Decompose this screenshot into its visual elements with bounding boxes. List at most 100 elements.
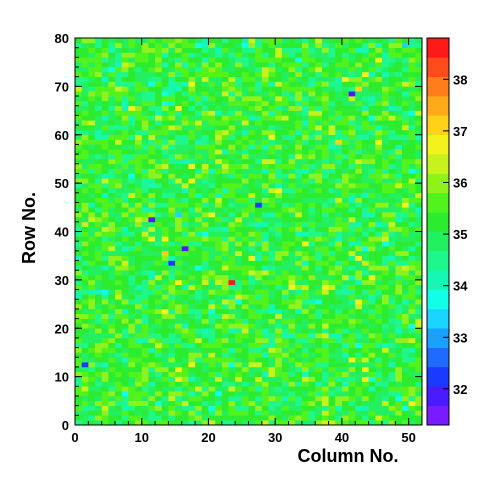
heatmap-cell — [115, 246, 123, 252]
heatmap-cell — [335, 52, 343, 58]
heatmap-cell — [215, 71, 223, 77]
heatmap-cell — [275, 270, 283, 276]
heatmap-cell — [295, 231, 303, 237]
heatmap-cell — [195, 173, 203, 179]
heatmap-cell — [255, 47, 263, 53]
heatmap-cell — [95, 337, 102, 344]
heatmap-cell — [288, 265, 296, 271]
heatmap-cell — [201, 337, 209, 344]
heatmap-cell — [108, 38, 116, 44]
heatmap-cell — [275, 221, 283, 227]
heatmap-cell — [175, 391, 183, 397]
heatmap-cell — [301, 260, 309, 266]
heatmap-cell — [88, 323, 96, 329]
heatmap-cell — [288, 42, 296, 48]
heatmap-cell — [155, 395, 163, 402]
heatmap-cell — [228, 246, 236, 252]
heatmap-cell — [175, 120, 183, 126]
heatmap-cell — [315, 163, 323, 169]
heatmap-cell — [348, 347, 356, 353]
heatmap-cell — [88, 337, 96, 344]
heatmap-cell — [81, 275, 89, 281]
heatmap-cell — [128, 405, 136, 411]
heatmap-cell — [168, 400, 176, 406]
heatmap-cell — [148, 255, 156, 261]
heatmap-cell — [221, 62, 229, 68]
heatmap-cell — [161, 52, 169, 58]
heatmap-cell — [175, 410, 183, 416]
heatmap-cell — [101, 216, 109, 223]
heatmap-cell — [75, 270, 82, 276]
heatmap-cell — [368, 216, 376, 223]
heatmap-cell — [181, 246, 189, 252]
heatmap-cell — [235, 386, 243, 392]
heatmap-cell — [181, 304, 189, 310]
heatmap-cell — [115, 275, 123, 281]
heatmap-cell — [335, 250, 343, 256]
heatmap-cell — [341, 226, 349, 232]
heatmap-cell — [348, 86, 356, 92]
heatmap-cell — [215, 197, 223, 203]
heatmap-cell — [161, 149, 169, 155]
heatmap-cell — [281, 154, 289, 160]
heatmap-cell — [401, 405, 409, 411]
heatmap-cell — [301, 313, 309, 319]
heatmap-cell — [368, 342, 376, 348]
heatmap-cell — [395, 134, 403, 140]
heatmap-cell — [208, 289, 216, 295]
heatmap-cell — [401, 178, 409, 184]
heatmap-cell — [308, 86, 316, 92]
heatmap-cell — [341, 67, 349, 73]
heatmap-cell — [295, 197, 303, 203]
heatmap-cell — [75, 105, 82, 111]
heatmap-cell — [321, 192, 329, 198]
heatmap-cell — [148, 400, 156, 406]
heatmap-cell — [228, 299, 236, 305]
heatmap-cell — [268, 308, 276, 315]
heatmap-cell — [128, 270, 136, 276]
heatmap-cell — [381, 57, 389, 63]
heatmap-cell — [281, 183, 289, 189]
heatmap-cell — [308, 362, 316, 368]
heatmap-cell — [315, 294, 323, 300]
heatmap-cell — [275, 294, 283, 300]
heatmap-cell — [148, 96, 156, 102]
heatmap-cell — [395, 395, 403, 402]
heatmap-cell — [228, 265, 236, 271]
heatmap-cell — [241, 270, 249, 276]
heatmap-cell — [301, 395, 309, 402]
heatmap-cell — [375, 386, 383, 392]
heatmap-cell — [101, 192, 109, 198]
heatmap-cell — [381, 352, 389, 358]
heatmap-cell — [121, 366, 129, 373]
heatmap-cell — [188, 231, 196, 237]
heatmap-cell — [348, 405, 356, 411]
heatmap-cell — [295, 57, 303, 63]
heatmap-cell — [188, 125, 196, 131]
heatmap-cell — [121, 216, 129, 223]
heatmap-cell — [195, 265, 203, 271]
heatmap-cell — [128, 289, 136, 295]
heatmap-cell — [395, 158, 403, 165]
heatmap-cell — [175, 57, 183, 63]
heatmap-cell — [215, 120, 223, 126]
heatmap-cell — [261, 265, 269, 271]
heatmap-cell — [221, 115, 229, 121]
heatmap-cell — [355, 42, 363, 48]
heatmap-cell — [135, 120, 143, 126]
heatmap-cell — [181, 299, 189, 305]
heatmap-cell — [355, 100, 363, 107]
heatmap-cell — [108, 352, 116, 358]
heatmap-cell — [108, 144, 116, 150]
heatmap-cell — [195, 91, 203, 97]
heatmap-cell — [355, 415, 363, 421]
heatmap-cell — [301, 221, 309, 227]
heatmap-cell — [281, 202, 289, 208]
heatmap-cell — [288, 289, 296, 295]
heatmap-cell — [335, 76, 343, 82]
heatmap-cell — [415, 38, 423, 44]
heatmap-cell — [81, 105, 89, 111]
heatmap-cell — [261, 226, 269, 232]
y-tick-label: 30 — [55, 273, 69, 288]
heatmap-cell — [75, 313, 82, 319]
